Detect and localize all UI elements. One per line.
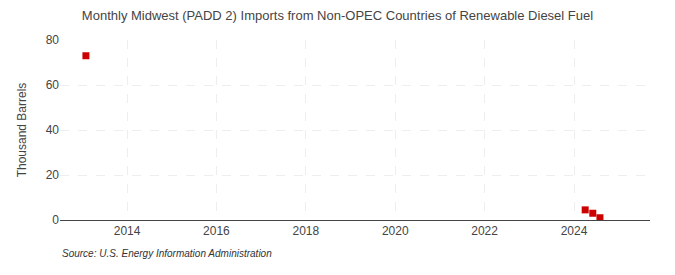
svg-text:Thousand Barrels: Thousand Barrels <box>15 83 29 178</box>
svg-text:2024: 2024 <box>561 224 588 238</box>
svg-text:Monthly Midwest (PADD 2) Impor: Monthly Midwest (PADD 2) Imports from No… <box>82 8 593 23</box>
svg-text:2014: 2014 <box>114 224 141 238</box>
svg-text:20: 20 <box>46 168 60 182</box>
svg-text:2020: 2020 <box>382 224 409 238</box>
svg-text:2018: 2018 <box>292 224 319 238</box>
svg-text:80: 80 <box>46 33 60 47</box>
svg-text:0: 0 <box>52 213 59 227</box>
svg-text:Source: U.S. Energy Informatio: Source: U.S. Energy Information Administ… <box>62 248 272 259</box>
svg-text:2016: 2016 <box>203 224 230 238</box>
svg-text:40: 40 <box>46 123 60 137</box>
svg-text:2022: 2022 <box>471 224 498 238</box>
svg-text:60: 60 <box>46 78 60 92</box>
